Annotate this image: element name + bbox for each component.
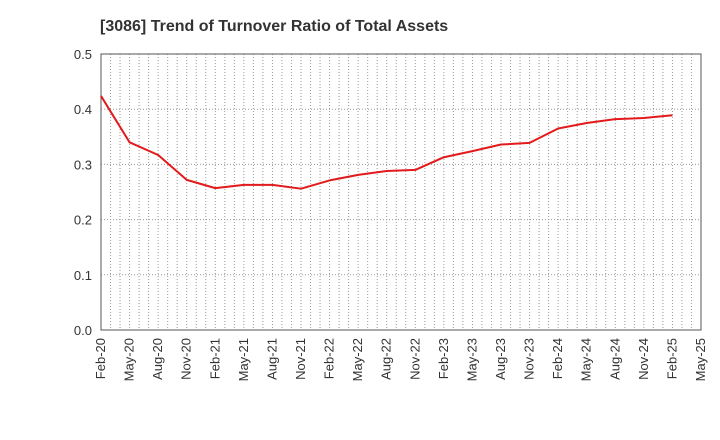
x-tick-labels: Feb-20 May-20 Aug-20 Nov-20 Feb-21 May-21 Aug-… bbox=[93, 338, 708, 381]
x-tick-label: Feb-20 bbox=[93, 338, 108, 379]
x-tick-label: Nov-24 bbox=[636, 338, 651, 380]
y-tick-label: 0.4 bbox=[74, 102, 92, 117]
x-tick-label: May-21 bbox=[236, 338, 251, 381]
series bbox=[100, 95, 673, 190]
x-tick-label: May-23 bbox=[464, 338, 479, 381]
y-tick-labels: 0.0 0.1 0.2 0.3 0.4 0.5 bbox=[74, 47, 92, 338]
x-tick-label: Feb-24 bbox=[550, 338, 565, 379]
y-tick-label: 0.5 bbox=[74, 47, 92, 62]
x-tick-label: Aug-21 bbox=[264, 338, 279, 380]
y-tick-label: 0.0 bbox=[74, 323, 92, 338]
x-tick-label: Aug-23 bbox=[493, 338, 508, 380]
x-tick-label: Nov-23 bbox=[522, 338, 537, 380]
axes bbox=[100, 53, 702, 331]
plot-frame bbox=[100, 53, 702, 331]
x-tick-label: Feb-25 bbox=[664, 338, 679, 379]
x-tick-label: Nov-21 bbox=[293, 338, 308, 380]
y-tick-label: 0.1 bbox=[74, 268, 92, 283]
x-tick-label: Feb-22 bbox=[322, 338, 337, 379]
x-tick-label: May-24 bbox=[579, 338, 594, 381]
y-tick-label: 0.3 bbox=[74, 157, 92, 172]
x-tick-label: Nov-22 bbox=[407, 338, 422, 380]
grid bbox=[100, 53, 702, 331]
y-tick-label: 0.2 bbox=[74, 213, 92, 228]
x-tick-label: May-22 bbox=[350, 338, 365, 381]
x-tick-label: Aug-20 bbox=[150, 338, 165, 380]
x-tick-label: Feb-21 bbox=[207, 338, 222, 379]
x-tick-label: May-25 bbox=[693, 338, 708, 381]
x-tick-label: May-20 bbox=[122, 338, 137, 381]
x-tick-label: Aug-22 bbox=[379, 338, 394, 380]
series-line bbox=[100, 95, 673, 190]
x-tick-label: Nov-20 bbox=[179, 338, 194, 380]
chart-title: [3086] Trend of Turnover Ratio of Total … bbox=[100, 18, 448, 35]
x-tick-label: Aug-24 bbox=[607, 338, 622, 380]
x-tick-label: Feb-23 bbox=[436, 338, 451, 379]
